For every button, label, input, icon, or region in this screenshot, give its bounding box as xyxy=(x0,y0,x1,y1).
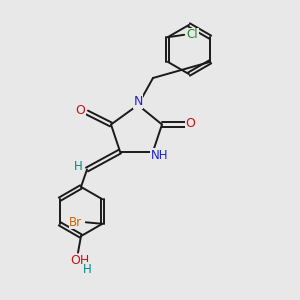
Text: Cl: Cl xyxy=(187,28,198,41)
Text: H: H xyxy=(74,160,83,173)
Text: O: O xyxy=(76,104,85,118)
Text: Br: Br xyxy=(69,216,82,229)
Text: OH: OH xyxy=(70,254,89,267)
Text: N: N xyxy=(133,95,143,108)
Text: H: H xyxy=(83,262,92,276)
Text: NH: NH xyxy=(151,148,168,162)
Text: O: O xyxy=(186,116,195,130)
